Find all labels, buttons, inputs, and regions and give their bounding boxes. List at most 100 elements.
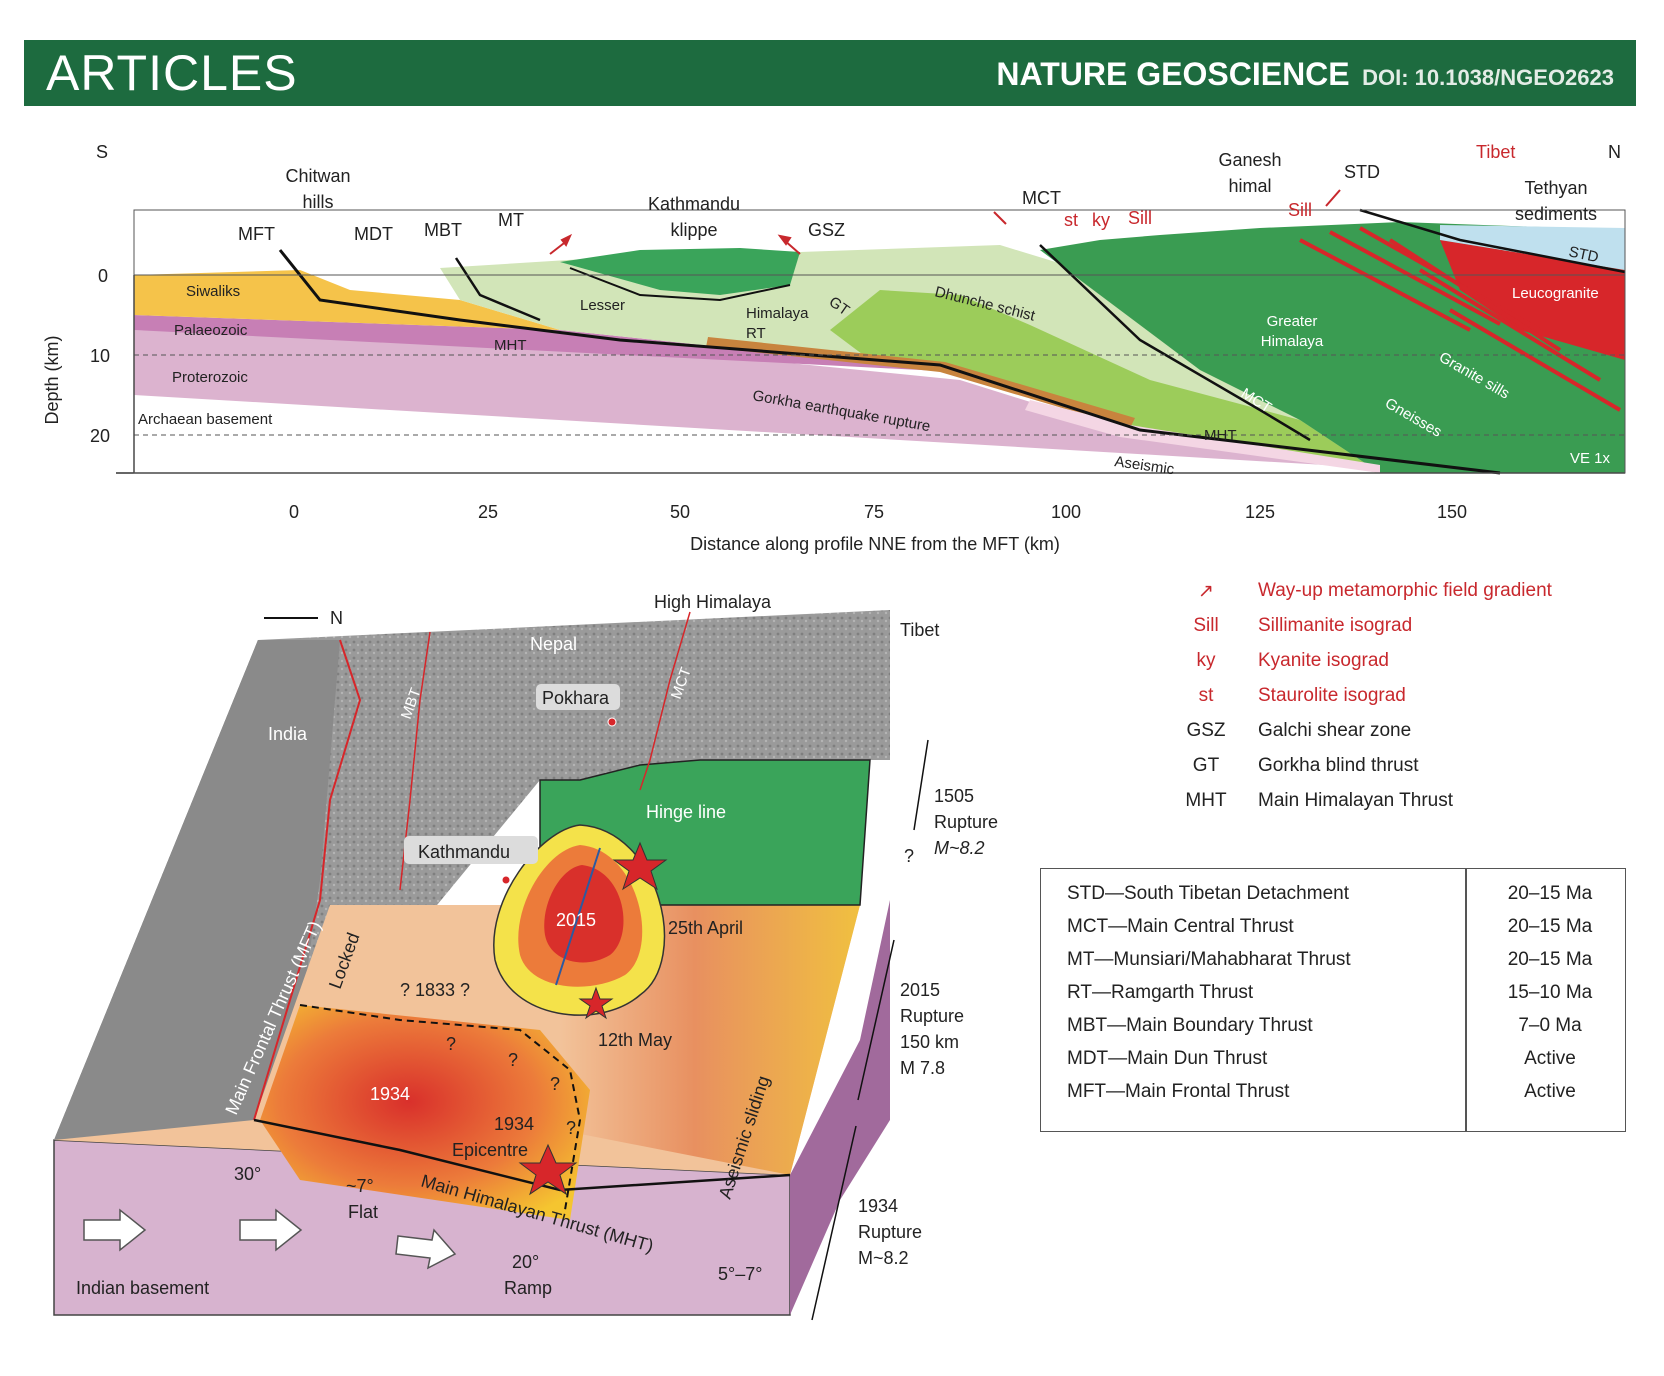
flat-label: Flat xyxy=(348,1202,378,1222)
sill-label: Sill xyxy=(1128,208,1152,228)
mht-line xyxy=(278,249,1501,475)
legend-symbol: ky xyxy=(1196,650,1216,671)
x-tick-25: 25 xyxy=(478,502,498,522)
ganesh-label-1: Ganesh xyxy=(1218,150,1281,170)
kathmandu-klippe-label-2: klippe xyxy=(670,220,717,240)
mft-label: MFT xyxy=(238,224,275,244)
fault-age: 7–0 Ma xyxy=(1518,1015,1582,1036)
legend-text: Staurolite isograd xyxy=(1258,685,1406,706)
tethyan-label-2: sediments xyxy=(1515,204,1597,224)
aseismic-band xyxy=(1025,400,1380,473)
legend-text: Gorkha blind thrust xyxy=(1258,755,1419,776)
fault-age: 15–10 Ma xyxy=(1507,982,1593,1003)
aftershock-star xyxy=(578,986,614,1020)
legend-text: Kyanite isograd xyxy=(1258,650,1389,671)
epicentre-1934-star xyxy=(518,1143,578,1196)
hinge-line-label: Hinge line xyxy=(646,802,726,822)
r1505-label-2: Rupture xyxy=(934,812,998,832)
tethyan-label-1: Tethyan xyxy=(1524,178,1587,198)
kathmandu-block-label: Kathmandu xyxy=(418,842,510,862)
table-row: MFT—Main Frontal Thrust Active xyxy=(1041,1081,1625,1111)
q-label-2: ? xyxy=(508,1050,518,1070)
r2015-label-4: M 7.8 xyxy=(900,1058,945,1078)
table-row: STD—South Tibetan Detachment 20–15 Ma xyxy=(1041,883,1625,913)
std-lower-label: STD xyxy=(1567,243,1600,266)
legend-text: Main Himalayan Thrust xyxy=(1258,790,1454,811)
mft-trace xyxy=(253,639,362,1121)
table-row: MT—Munsiari/Mahabharat Thrust 20–15 Ma xyxy=(1041,949,1625,979)
legend-symbol: ↗ xyxy=(1198,581,1214,602)
mbt-label: MBT xyxy=(424,220,462,240)
way-up-arrows xyxy=(549,189,1341,255)
doi-label: DOI: 10.1038/NGEO2623 xyxy=(1362,65,1614,90)
fault-age: 20–15 Ma xyxy=(1507,916,1593,937)
rupture-1505-arrow xyxy=(913,739,929,831)
x-axis-title: Distance along profile NNE from the MFT … xyxy=(690,534,1060,554)
north-label: N xyxy=(1608,142,1621,162)
q-label-3: ? xyxy=(550,1074,560,1094)
mht-lower-label: MHT xyxy=(1204,427,1237,444)
y-tick-10: 10 xyxy=(90,346,110,366)
q-label-1: ? xyxy=(446,1034,456,1054)
table-divider xyxy=(1465,869,1467,1131)
gt-wedge xyxy=(830,290,1380,473)
x-tick-150: 150 xyxy=(1437,502,1467,522)
table-row: RT—Ramgarth Thrust 15–10 Ma xyxy=(1041,982,1625,1012)
palaeozoic-layer xyxy=(134,315,960,372)
legend-symbol: GT xyxy=(1192,755,1220,776)
x-tick-50: 50 xyxy=(670,502,690,522)
x-tick-125: 125 xyxy=(1245,502,1275,522)
r1505-question: ? xyxy=(904,846,914,866)
rupture-2015-arrow xyxy=(857,939,895,1101)
fault-age: Active xyxy=(1524,1081,1576,1102)
fault-name: MBT—Main Boundary Thrust xyxy=(1067,1015,1313,1036)
south-label: S xyxy=(96,142,108,162)
mht-label: MHT xyxy=(494,337,527,354)
header-banner: ARTICLES NATURE GEOSCIENCE DOI: 10.1038/… xyxy=(24,40,1636,106)
rupture-2015-inner xyxy=(544,865,624,963)
cross-section: S N Depth (km) 0 10 20 0 25 50 75 100 12… xyxy=(42,142,1626,554)
legend-text: Sillimanite isograd xyxy=(1258,615,1413,636)
fault-name: MCT—Main Central Thrust xyxy=(1067,916,1294,937)
nepal-label: Nepal xyxy=(530,634,577,654)
r1934-label-3: M~8.2 xyxy=(858,1248,909,1268)
palaeozoic-label: Palaeozoic xyxy=(174,322,248,339)
rupture-1934-arrow xyxy=(811,1125,857,1321)
r2015-label-1: 2015 xyxy=(900,980,940,1000)
convergence-arrows xyxy=(83,1208,457,1270)
age-table: STD—South Tibetan Detachment 20–15 Ma MC… xyxy=(1040,868,1626,1132)
journal-info: NATURE GEOSCIENCE DOI: 10.1038/NGEO2623 xyxy=(996,56,1614,93)
chitwan-label-1: Chitwan xyxy=(285,166,350,186)
block-right-face xyxy=(790,750,890,1315)
tethyan-sediments xyxy=(1440,225,1625,270)
r2015-label-3: 150 km xyxy=(900,1032,959,1052)
kathmandu-dot xyxy=(501,875,511,885)
ramp-label: Ramp xyxy=(504,1278,552,1298)
section-label: ARTICLES xyxy=(46,45,298,101)
e1934b-label: 1934 xyxy=(494,1114,534,1134)
mct-trace xyxy=(639,611,691,791)
granite-sills xyxy=(1299,226,1622,412)
chitwan-label-2: hills xyxy=(302,192,333,212)
epicentre-label: Epicentre xyxy=(452,1140,528,1160)
pokhara-label: Pokhara xyxy=(542,688,610,708)
tibet-block-label: Tibet xyxy=(900,620,939,640)
y-axis-title: Depth (km) xyxy=(42,335,62,424)
lesser-label: Lesser xyxy=(580,297,625,314)
q-label-4: ? xyxy=(566,1118,576,1138)
r1934-label-2: Rupture xyxy=(858,1222,922,1242)
std-line xyxy=(1359,208,1626,274)
r1505-label-1: 1505 xyxy=(934,786,974,806)
siwaliks-label: Siwaliks xyxy=(186,283,240,300)
rupture-1934-zone xyxy=(260,1005,590,1220)
fault-name: MDT—Main Dun Thrust xyxy=(1067,1048,1268,1069)
e1934-label: 1934 xyxy=(370,1084,410,1104)
std-label: STD xyxy=(1344,162,1380,182)
ganesh-label-2: himal xyxy=(1228,176,1271,196)
x-tick-0: 0 xyxy=(289,502,299,522)
pokhara-dot xyxy=(607,717,617,727)
deg30-label: 30° xyxy=(234,1164,261,1184)
mdt-label: MDT xyxy=(354,224,393,244)
epicentre-2015-star xyxy=(612,841,668,891)
